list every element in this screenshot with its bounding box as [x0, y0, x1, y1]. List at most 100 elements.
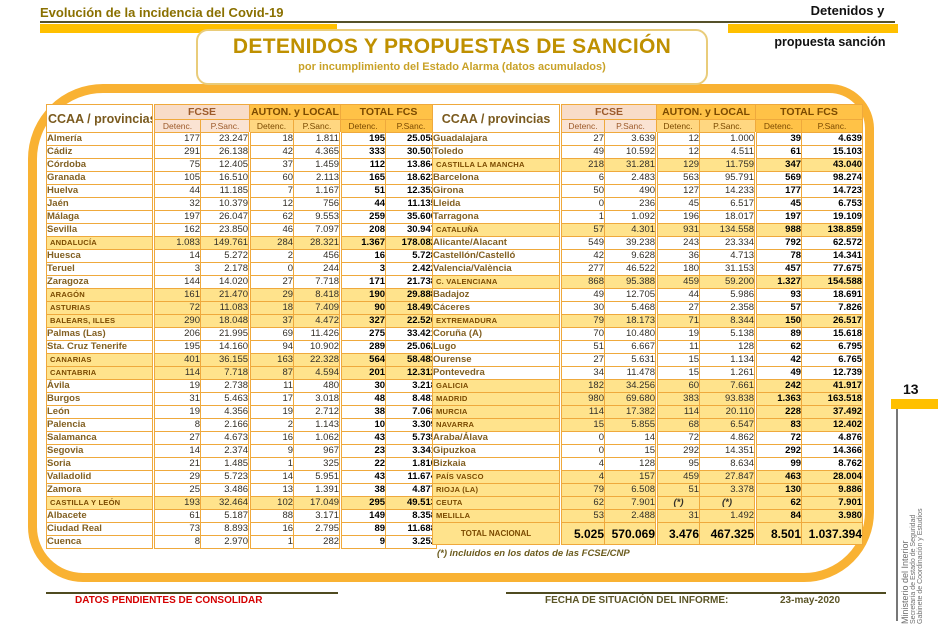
- value-cell: 3: [339, 262, 387, 276]
- row-label: Tarragona: [432, 210, 562, 224]
- value-cell: 2.166: [199, 418, 251, 432]
- value-cell: 15: [560, 418, 605, 432]
- value-cell: 149: [339, 509, 387, 523]
- ministry-line3: Gabinete de Coordinación y Estudios: [917, 508, 924, 624]
- value-cell: 58.483: [385, 353, 438, 367]
- table-row: C. VALENCIANA 868 95.388 459 59.200 1.327 154.…: [432, 275, 864, 289]
- row-label: Coruña (A): [432, 327, 562, 341]
- value-cell: 129: [655, 158, 701, 172]
- subheader-detenc: Detenc.: [656, 119, 701, 133]
- value-cell: 33.421: [385, 327, 438, 341]
- row-label: Almería: [46, 132, 155, 146]
- value-cell: 243: [655, 236, 701, 250]
- col-group-auton-local: AUTON. y LOCAL: [249, 104, 342, 120]
- value-cell: 292: [655, 444, 701, 458]
- table-row: CEUTA 62 7.901 (*) (*) 62 7.901: [432, 496, 864, 510]
- table-row: Coruña (A) 70 10.480 19 5.138 89 15.618: [432, 327, 864, 341]
- value-cell: 75: [153, 158, 201, 172]
- value-cell: 62: [560, 496, 605, 510]
- value-cell: 5.728: [385, 249, 438, 263]
- value-cell: 19: [655, 327, 701, 341]
- value-cell: 25: [153, 483, 201, 497]
- value-cell: 62: [754, 496, 803, 510]
- table-row: ARAGÓN 161 21.470 29 8.418 190 29.888: [46, 288, 438, 302]
- value-cell: 8: [153, 535, 201, 549]
- table-row: CANARIAS 401 36.155 163 22.328 564 58.483: [46, 353, 438, 367]
- value-cell: 38: [339, 483, 387, 497]
- row-label: Salamanca: [46, 431, 155, 445]
- table-row: Barcelona 6 2.483 563 95.791 569 98.274: [432, 171, 864, 185]
- table-row: Huesca 14 5.272 2 456 16 5.728: [46, 249, 438, 263]
- value-cell: 7.826: [801, 301, 864, 315]
- row-label: Ourense: [432, 353, 562, 367]
- value-cell: 201: [339, 366, 387, 380]
- value-cell: 30: [339, 379, 387, 393]
- row-label: Pontevedra: [432, 366, 562, 380]
- value-cell: 11.083: [199, 301, 251, 315]
- value-cell: 190: [339, 288, 387, 302]
- row-label: Sevilla: [46, 223, 155, 237]
- value-cell: 114: [153, 366, 201, 380]
- row-label: Segovia: [46, 444, 155, 458]
- value-cell: 39.238: [603, 236, 658, 250]
- value-cell: 49: [560, 145, 605, 159]
- value-cell: 43: [339, 470, 387, 484]
- col-group-fcse: FCSE: [152, 104, 251, 120]
- table-row: NAVARRA 15 5.855 68 6.547 83 12.402: [432, 418, 864, 432]
- value-cell: 2: [248, 418, 295, 432]
- sidebar-divider-line: [896, 409, 898, 621]
- value-cell: 32.464: [199, 496, 251, 510]
- value-cell: 3.639: [603, 132, 658, 146]
- table-row: Teruel 3 2.178 0 244 3 2.422: [46, 262, 438, 276]
- value-cell: 27: [560, 353, 605, 367]
- value-cell: 7.661: [699, 379, 757, 393]
- value-cell: 459: [655, 275, 701, 289]
- table-row: Granada 105 16.510 60 2.113 165 18.623: [46, 171, 438, 185]
- value-cell: 89: [339, 522, 387, 536]
- value-cell: 3.341: [385, 444, 438, 458]
- value-cell: 2.358: [699, 301, 757, 315]
- value-cell: 165: [339, 171, 387, 185]
- value-cell: 28.004: [801, 470, 864, 484]
- row-label: Gipuzkoa: [432, 444, 562, 458]
- value-cell: 73: [153, 522, 201, 536]
- value-cell: 4.876: [801, 431, 864, 445]
- table-row: Bizkaia 4 128 95 8.634 99 8.762: [432, 457, 864, 471]
- value-cell: 42: [560, 249, 605, 263]
- value-cell: 1.143: [293, 418, 342, 432]
- value-cell: 71: [655, 314, 701, 328]
- report-subtitle: por incumplimiento del Estado Alarma (da…: [298, 61, 606, 73]
- row-label: León: [46, 405, 155, 419]
- table-row: Málaga 197 26.047 62 9.553 259 35.600: [46, 210, 438, 224]
- value-cell: 18: [248, 301, 295, 315]
- row-label: Lugo: [432, 340, 562, 354]
- value-cell: 9: [339, 535, 387, 549]
- value-cell: 50: [560, 184, 605, 198]
- row-label: Castellón/Castelló: [432, 249, 562, 263]
- value-cell: 25.062: [385, 340, 438, 354]
- value-cell: 1.167: [293, 184, 342, 198]
- value-cell: 16: [339, 249, 387, 263]
- row-label: PAÍS VASCO: [432, 470, 562, 484]
- value-cell: 177: [754, 184, 803, 198]
- value-cell: 4.713: [699, 249, 757, 263]
- row-label: MADRID: [432, 392, 562, 406]
- value-cell: 8.358: [385, 509, 438, 523]
- row-label: GALICIA: [432, 379, 562, 393]
- row-label: Lleida: [432, 197, 562, 211]
- value-cell: 23.334: [699, 236, 757, 250]
- value-cell: 1.000: [699, 132, 757, 146]
- subheader-psanc: P.Sanc.: [699, 119, 757, 133]
- value-cell: 490: [603, 184, 658, 198]
- value-cell: 4.365: [293, 145, 342, 159]
- value-cell: 16.510: [199, 171, 251, 185]
- row-label: Teruel: [46, 262, 155, 276]
- table-row: Girona 50 490 127 14.233 177 14.723: [432, 184, 864, 198]
- value-cell: 4.877: [385, 483, 438, 497]
- table-row: Zaragoza 144 14.020 27 7.718 171 21.738: [46, 275, 438, 289]
- value-cell: 4.639: [801, 132, 864, 146]
- value-cell: 45: [655, 197, 701, 211]
- value-cell: 11.688: [385, 522, 438, 536]
- value-cell: 295: [339, 496, 387, 510]
